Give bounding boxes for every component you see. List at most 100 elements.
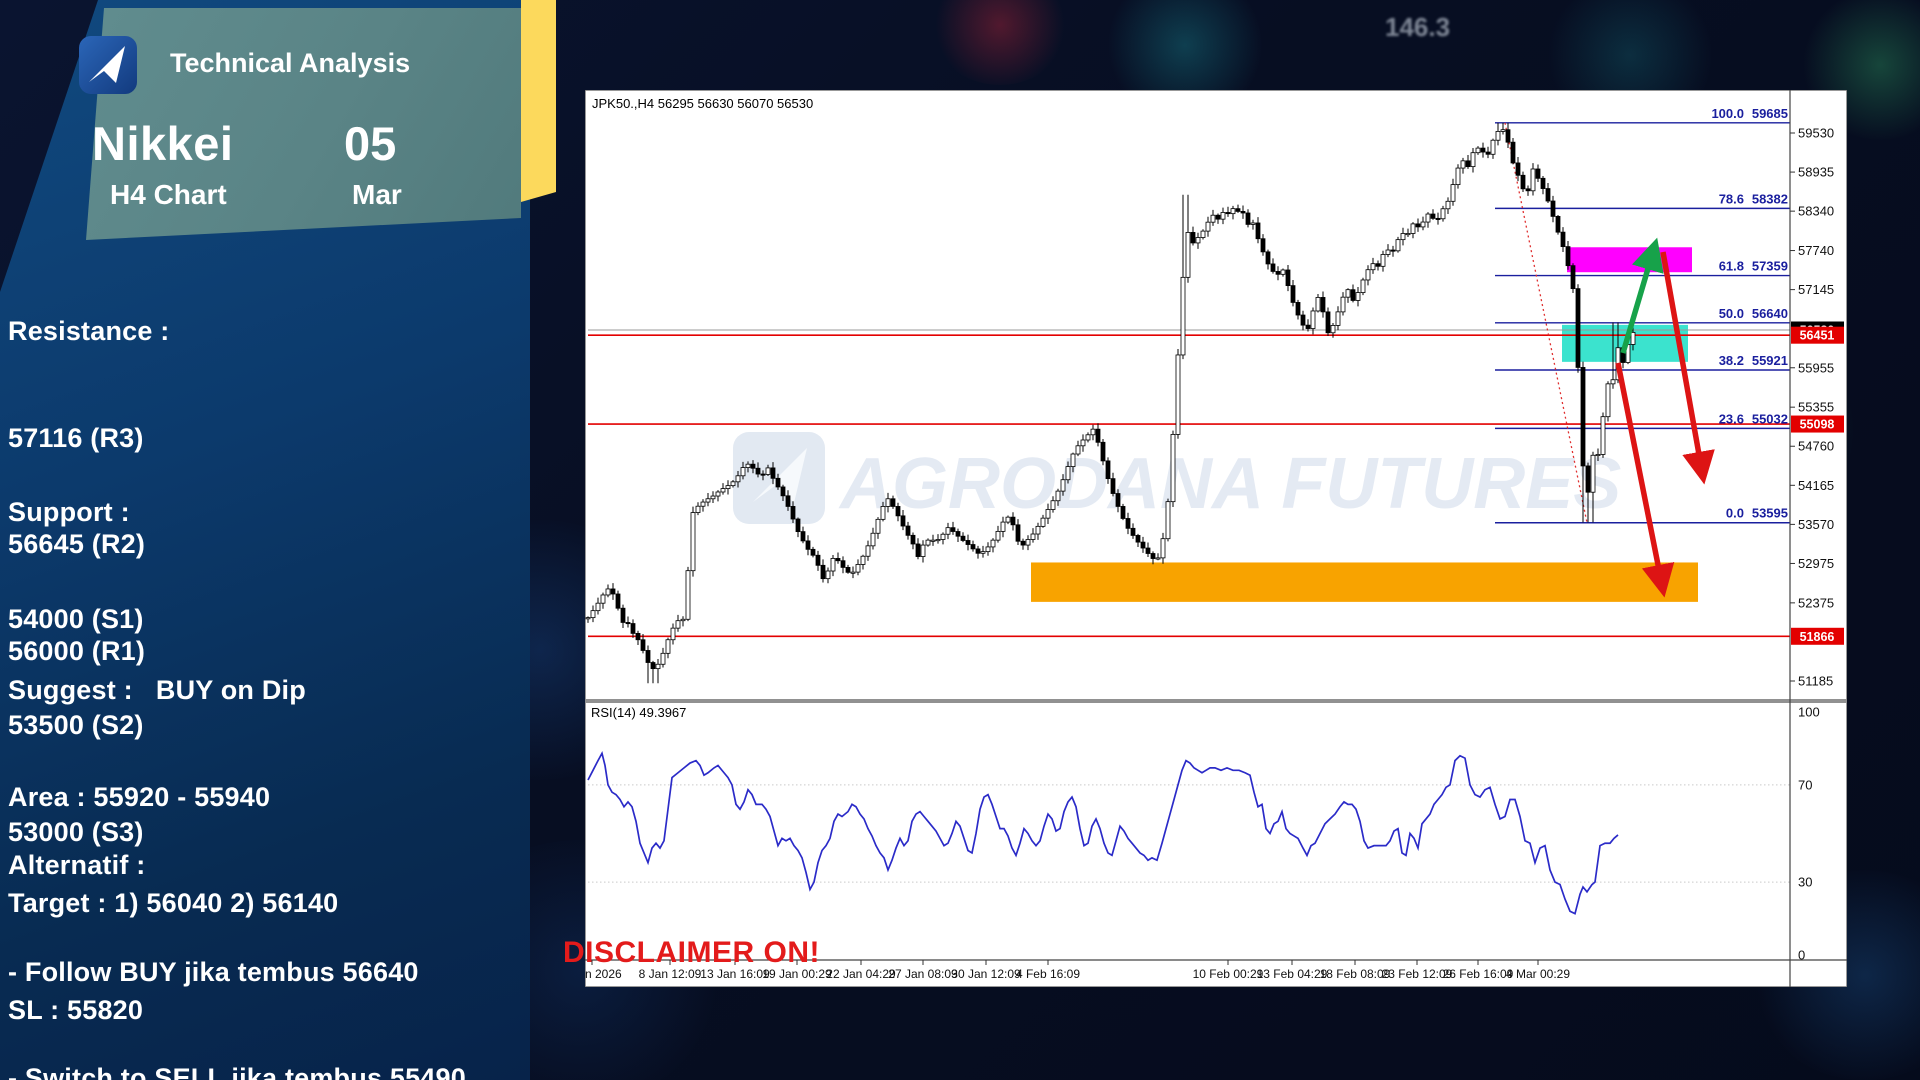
support-s3: 53000 (S3)	[8, 816, 144, 847]
bearish-path-1	[1660, 251, 1715, 485]
svg-text:27 Jan 08:09: 27 Jan 08:09	[888, 967, 958, 981]
svg-text:57145: 57145	[1798, 282, 1834, 297]
svg-text:26 Feb 16:09: 26 Feb 16:09	[1443, 967, 1514, 981]
svg-text:54760: 54760	[1798, 439, 1834, 454]
rsi-value-label: RSI(14) 49.3967	[591, 705, 686, 720]
date-day: 05	[344, 117, 397, 170]
svg-text:78.6: 78.6	[1719, 191, 1744, 206]
suggestion-target: Target : 1) 56040 2) 56140	[8, 888, 339, 918]
svg-text:56640: 56640	[1752, 306, 1788, 321]
svg-text:51866: 51866	[1800, 630, 1835, 644]
svg-text:100: 100	[1798, 705, 1820, 720]
support-title: Support :	[8, 497, 130, 527]
svg-text:61.8: 61.8	[1719, 259, 1744, 274]
chart-window: AGRODANA FUTURES 100.0 59685 78.6 58382 61.8 5…	[585, 90, 1847, 987]
bg-ticker-number: 146.3	[1385, 12, 1451, 42]
target-zone	[1031, 562, 1698, 602]
symbol-ohlc-label: JPK50.,H4 56295 56630 56070 56530	[592, 96, 813, 111]
price-badge	[1791, 415, 1844, 433]
svg-text:13 Jan 16:09: 13 Jan 16:09	[700, 967, 770, 981]
suggestion-area: Area : 55920 - 55940	[8, 781, 271, 812]
resistance-r3: 57116 (R3)	[8, 422, 144, 453]
svg-text:30: 30	[1798, 875, 1812, 890]
svg-text:58340: 58340	[1798, 204, 1834, 219]
zones-layer	[1031, 247, 1698, 602]
candles-layer	[585, 122, 1636, 684]
svg-text:59530: 59530	[1798, 126, 1834, 141]
svg-text:54165: 54165	[1798, 478, 1834, 493]
alternative-block: Alternatif : - Follow BUY jika tembus 56…	[8, 777, 468, 1080]
suggestion-block: Suggest : BUY on Dip Area : 55920 - 5594…	[8, 602, 338, 1080]
resistance-r1: 56000 (R1)	[8, 635, 146, 666]
svg-text:19 Jan 00:29: 19 Jan 00:29	[762, 967, 832, 981]
support-s1: 54000 (S1)	[8, 603, 144, 634]
chart-panel-bg	[585, 90, 1847, 987]
svg-text:18 Feb 08:09: 18 Feb 08:09	[1320, 967, 1391, 981]
svg-text:58935: 58935	[1798, 165, 1834, 180]
horizontal-lines-layer	[588, 329, 1790, 638]
svg-text:22 Jan 04:29: 22 Jan 04:29	[826, 967, 896, 981]
disclaimer-text: DISCLAIMER ON!	[563, 936, 820, 969]
accent-stripe	[521, 0, 556, 202]
svg-text:10 Feb 00:29: 10 Feb 00:29	[1193, 967, 1264, 981]
svg-text:70: 70	[1798, 777, 1812, 792]
svg-text:56451: 56451	[1800, 329, 1835, 343]
svg-text:52375: 52375	[1798, 595, 1834, 610]
fib-trend-dotted-line	[1504, 122, 1588, 523]
svg-text:100.0: 100.0	[1711, 106, 1744, 121]
svg-text:4 Mar 00:29: 4 Mar 00:29	[1506, 967, 1570, 981]
alternative-line-1: - Follow BUY jika tembus 56640	[8, 956, 419, 987]
fibonacci-layer: 100.0 59685 78.6 58382 61.8 57359 50.0 56640 38.…	[1495, 106, 1790, 524]
svg-text:13 Feb 04:29: 13 Feb 04:29	[1257, 967, 1328, 981]
resistance-block: Resistance : 57116 (R3) 56645 (R2) 56000…	[8, 243, 169, 740]
date-month: Mar	[352, 179, 402, 210]
svg-text:53595: 53595	[1752, 506, 1788, 521]
svg-text:0.0: 0.0	[1726, 506, 1744, 521]
rsi-line	[587, 750, 1619, 915]
price-badge	[1791, 326, 1844, 344]
svg-text:23.6: 23.6	[1719, 411, 1744, 426]
price-badge	[1791, 627, 1844, 645]
svg-text:55032: 55032	[1752, 411, 1788, 426]
svg-text:52975: 52975	[1798, 556, 1834, 571]
svg-text:55955: 55955	[1798, 360, 1834, 375]
svg-text:58382: 58382	[1752, 191, 1788, 206]
svg-text:50.0: 50.0	[1719, 306, 1744, 321]
svg-text:51185: 51185	[1798, 674, 1833, 689]
bullish-path	[1620, 237, 1664, 354]
svg-text:38.2: 38.2	[1719, 353, 1744, 368]
header-panel	[86, 8, 521, 240]
support-s2: 53500 (S2)	[8, 710, 144, 740]
alternative-title: Alternatif :	[8, 850, 146, 880]
svg-text:55921: 55921	[1752, 353, 1788, 368]
support-block: Support : 54000 (S1) 53500 (S2) 53000 (S…	[8, 424, 144, 921]
svg-text:55098: 55098	[1800, 418, 1835, 432]
bg-glow-red	[930, 0, 1070, 85]
svg-text:4 Feb 16:09: 4 Feb 16:09	[1016, 967, 1080, 981]
svg-text:5 Jan 2026: 5 Jan 2026	[585, 967, 622, 981]
svg-text:57740: 57740	[1798, 243, 1834, 258]
alternative-line-2: - Switch to SELL jika tembus 55490	[8, 1063, 466, 1080]
suggestion-line: Suggest : BUY on Dip	[8, 675, 306, 705]
svg-text:30 Jan 12:09: 30 Jan 12:09	[951, 967, 1021, 981]
instrument-name: Nikkei	[92, 117, 234, 170]
axes-layer: 59530 58935 58340 57740 57145 55955 55355 54760…	[585, 90, 1847, 987]
svg-text:55355: 55355	[1798, 400, 1834, 415]
rsi-layer	[585, 699, 1847, 915]
resistance-r2: 56645 (R2)	[8, 529, 146, 559]
brand-logo-icon	[79, 36, 137, 94]
svg-text:57359: 57359	[1752, 259, 1788, 274]
panel-splitter	[585, 699, 1847, 703]
resistance-title: Resistance :	[8, 316, 170, 346]
header-title: Technical Analysis	[170, 48, 411, 78]
svg-text:53570: 53570	[1798, 517, 1834, 532]
svg-text:23 Feb 12:09: 23 Feb 12:09	[1382, 967, 1453, 981]
watermark: AGRODANA FUTURES	[733, 432, 1621, 524]
svg-text:8 Jan 12:09: 8 Jan 12:09	[639, 967, 702, 981]
rejection-zone	[1567, 247, 1692, 273]
timeframe-label: H4 Chart	[110, 179, 227, 210]
svg-text:59685: 59685	[1752, 106, 1788, 121]
svg-text:AGRODANA FUTURES: AGRODANA FUTURES	[838, 444, 1621, 524]
